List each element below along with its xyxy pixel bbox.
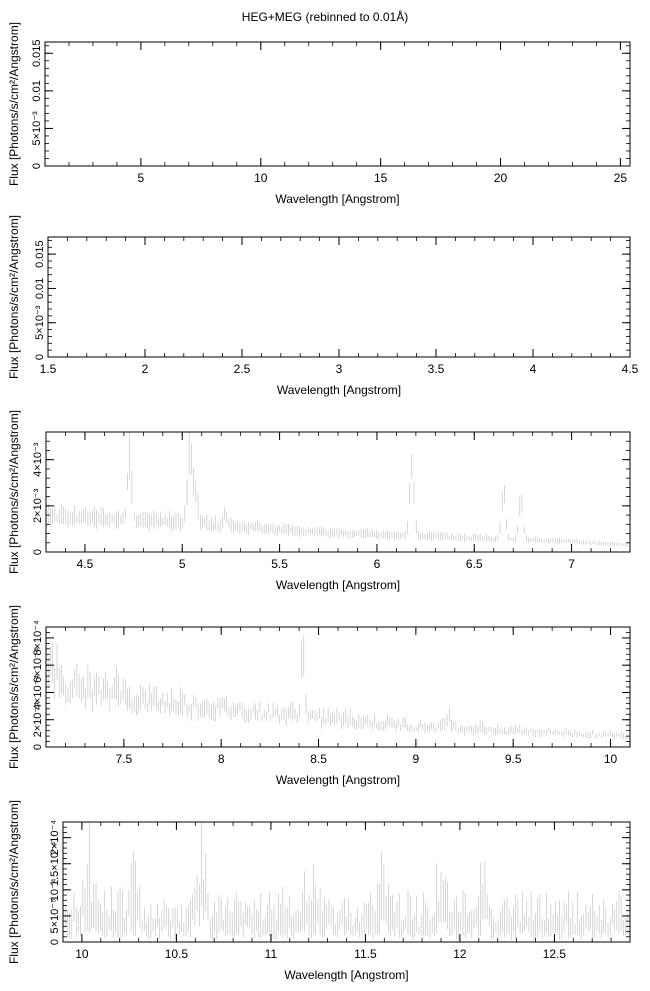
x-tick-label: 4.5 — [77, 557, 94, 571]
y-tick-label: 8×10⁻⁴ — [32, 620, 44, 656]
x-tick-label: 10.5 — [165, 947, 189, 961]
x-tick-label: 1.5 — [40, 362, 57, 376]
y-axis-label: Flux [Photons/s/cm²/Angstrom] — [7, 800, 21, 964]
x-axis-label: Wavelength [Angstrom] — [275, 192, 399, 206]
y-tick-label: 6×10⁻⁴ — [32, 647, 44, 683]
error-bars-5 — [62, 822, 631, 940]
x-tick-label: 9 — [413, 752, 420, 766]
x-tick-label: 20 — [494, 171, 508, 185]
y-tick-label: 0 — [31, 163, 43, 169]
panel-3: 4.5 5 5.5 6 6.5 7 0 2×10⁻³ 4×10⁻³ Wavelength [Ang… — [7, 410, 631, 592]
x-tick-label: 5 — [179, 557, 186, 571]
x-tick-label: 12.5 — [543, 947, 567, 961]
error-bars-4 — [45, 628, 631, 740]
x-tick-label: 5.5 — [271, 557, 288, 571]
panel-2: 1.5 2 2.5 3 3.5 4 4.5 0 5×10⁻³ 0.01 0.015 Wavelengt… — [7, 215, 639, 397]
x-tick-label: 10 — [75, 947, 89, 961]
x-tick-label: 25 — [614, 171, 628, 185]
x-tick-label: 3 — [336, 362, 343, 376]
x-tick-label: 2 — [142, 362, 149, 376]
y-tick-label: 0.015 — [31, 40, 43, 68]
x-axis-label: Wavelength [Angstrom] — [276, 578, 400, 592]
x-tick-label: 8 — [218, 752, 225, 766]
x-tick-label: 3.5 — [428, 362, 445, 376]
x-tick-label: 10 — [254, 171, 268, 185]
y-tick-label: 0.01 — [31, 80, 43, 101]
panel-4: 7.5 8 8.5 9 9.5 10 0 2×10⁻⁴4×10⁻⁴6×10⁻⁴8×10⁻⁴ Wa… — [7, 605, 631, 787]
panel-1: 5 10 15 20 25 0 5×10⁻³ 0.01 0.015 Wavelength [Ang… — [7, 22, 631, 206]
y-tick-label: 2×10⁻⁴ — [49, 820, 61, 856]
panel-5: 10 10.5 11 11.5 12 12.5 0 5×10⁻⁵10⁻⁴1.5×10⁻⁴2×1… — [7, 800, 631, 982]
y-tick-label: 0 — [34, 354, 46, 360]
y-tick-label: 2×10⁻⁴ — [32, 702, 44, 738]
x-axis-label: Wavelength [Angstrom] — [276, 773, 400, 787]
y-axis-label: Flux [Photons/s/cm²/Angstrom] — [7, 215, 21, 379]
x-tick-label: 2.5 — [234, 362, 251, 376]
x-tick-label: 5 — [138, 171, 145, 185]
y-tick-label: 10⁻⁴ — [49, 878, 61, 901]
x-tick-label: 8.5 — [310, 752, 327, 766]
x-tick-label: 12 — [453, 947, 467, 961]
y-tick-label: 2×10⁻³ — [32, 488, 44, 523]
y-tick-label: 5×10⁻³ — [31, 111, 43, 146]
error-bars-3 — [45, 432, 631, 547]
plot-frame-3 — [45, 431, 631, 553]
x-tick-label: 7 — [568, 557, 575, 571]
plot-frame-4 — [45, 626, 631, 748]
x-tick-label: 7.5 — [116, 752, 133, 766]
x-tick-label: 10 — [604, 752, 618, 766]
y-tick-label: 0 — [32, 549, 44, 555]
x-tick-label: 6 — [374, 557, 381, 571]
y-tick-label: 0.015 — [34, 240, 46, 268]
x-tick-label: 9.5 — [505, 752, 522, 766]
y-tick-label: 4×10⁻⁴ — [32, 675, 44, 711]
y-tick-label: 5×10⁻³ — [34, 305, 46, 340]
x-axis-label: Wavelength [Angstrom] — [284, 968, 408, 982]
chart-title: HEG+MEG (rebinned to 0.01Å) — [241, 10, 409, 24]
x-tick-label: 11 — [265, 947, 278, 961]
y-axis-label: Flux [Photons/s/cm²/Angstrom] — [7, 605, 21, 769]
x-axis-label: Wavelength [Angstrom] — [277, 383, 401, 397]
y-axis-label: Flux [Photons/s/cm²/Angstrom] — [7, 22, 21, 186]
y-tick-label: 4×10⁻³ — [32, 442, 44, 477]
plot-frame-1 — [44, 41, 631, 167]
x-tick-label: 6.5 — [466, 557, 483, 571]
x-tick-label: 15 — [374, 171, 388, 185]
y-axis-label: Flux [Photons/s/cm²/Angstrom] — [7, 410, 21, 574]
y-tick-label: 0.01 — [34, 278, 46, 299]
plot-frame-2 — [47, 236, 631, 358]
y-tick-label: 1.5×10⁻⁴ — [49, 841, 61, 886]
x-tick-label: 4.5 — [622, 362, 639, 376]
x-tick-label: 11.5 — [354, 947, 377, 961]
y-tick-label: 0 — [32, 744, 44, 750]
x-tick-label: 4 — [530, 362, 537, 376]
y-tick-label: 5×10⁻⁵ — [49, 898, 61, 933]
y-tick-label: 0 — [49, 939, 61, 945]
